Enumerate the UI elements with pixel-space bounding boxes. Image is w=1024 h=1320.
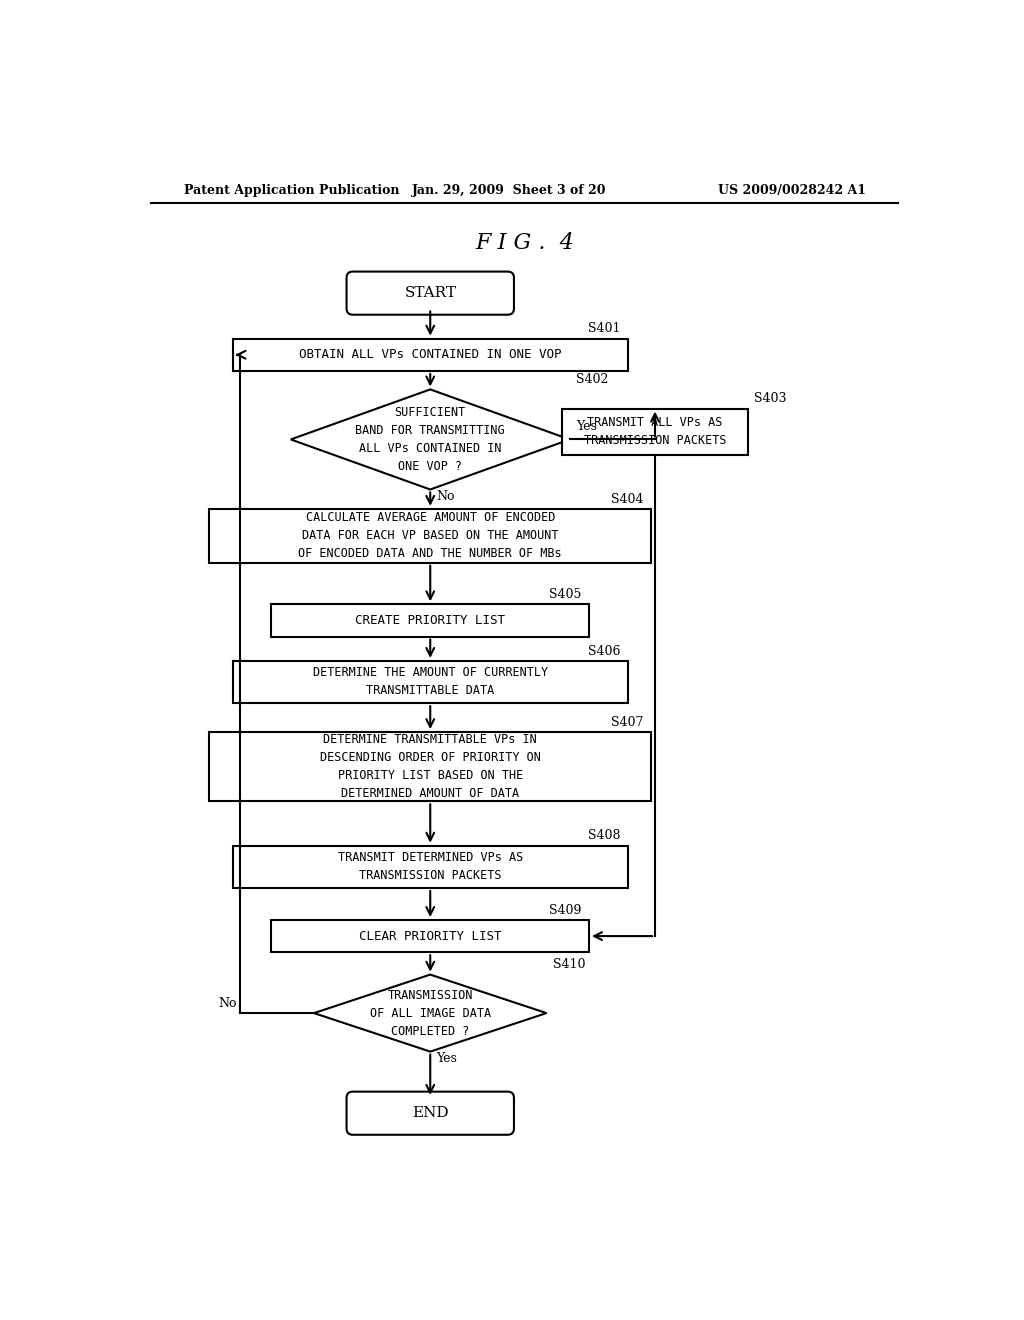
Text: SUFFICIENT
BAND FOR TRANSMITTING
ALL VPs CONTAINED IN
ONE VOP ?: SUFFICIENT BAND FOR TRANSMITTING ALL VPs… — [355, 407, 505, 473]
Bar — [271, 920, 589, 952]
Text: S409: S409 — [549, 904, 582, 917]
Bar — [232, 846, 628, 888]
FancyBboxPatch shape — [346, 272, 514, 314]
Text: S410: S410 — [553, 958, 585, 972]
Text: S401: S401 — [588, 322, 621, 335]
Bar — [562, 409, 748, 455]
Text: CLEAR PRIORITY LIST: CLEAR PRIORITY LIST — [359, 929, 502, 942]
Text: S404: S404 — [611, 492, 643, 506]
Text: F I G .  4: F I G . 4 — [475, 232, 574, 255]
Text: S405: S405 — [549, 589, 582, 601]
Text: Patent Application Publication: Patent Application Publication — [183, 185, 399, 197]
Text: S408: S408 — [588, 829, 621, 842]
Text: S403: S403 — [755, 392, 786, 405]
Bar — [209, 508, 651, 562]
Text: No: No — [436, 490, 455, 503]
Text: DETERMINE THE AMOUNT OF CURRENTLY
TRANSMITTABLE DATA: DETERMINE THE AMOUNT OF CURRENTLY TRANSM… — [312, 667, 548, 697]
Bar — [232, 661, 628, 704]
Text: TRANSMISSION
OF ALL IMAGE DATA
COMPLETED ?: TRANSMISSION OF ALL IMAGE DATA COMPLETED… — [370, 989, 490, 1038]
Text: TRANSMIT ALL VPs AS
TRANSMISSION PACKETS: TRANSMIT ALL VPs AS TRANSMISSION PACKETS — [584, 416, 726, 447]
Text: TRANSMIT DETERMINED VPs AS
TRANSMISSION PACKETS: TRANSMIT DETERMINED VPs AS TRANSMISSION … — [338, 851, 523, 882]
Text: Yes: Yes — [436, 1052, 458, 1065]
Bar — [232, 339, 628, 371]
Bar — [209, 733, 651, 801]
Text: S406: S406 — [588, 644, 621, 657]
Text: S402: S402 — [575, 374, 608, 387]
Polygon shape — [291, 389, 569, 490]
Text: START: START — [404, 286, 457, 300]
Text: DETERMINE TRANSMITTABLE VPs IN
DESCENDING ORDER OF PRIORITY ON
PRIORITY LIST BAS: DETERMINE TRANSMITTABLE VPs IN DESCENDIN… — [319, 733, 541, 800]
Polygon shape — [314, 974, 547, 1052]
Text: US 2009/0028242 A1: US 2009/0028242 A1 — [718, 185, 866, 197]
Text: No: No — [219, 997, 238, 1010]
Text: Jan. 29, 2009  Sheet 3 of 20: Jan. 29, 2009 Sheet 3 of 20 — [412, 185, 606, 197]
Text: OBTAIN ALL VPs CONTAINED IN ONE VOP: OBTAIN ALL VPs CONTAINED IN ONE VOP — [299, 348, 561, 362]
Text: S407: S407 — [611, 715, 643, 729]
Bar — [271, 605, 589, 636]
Text: Yes: Yes — [575, 420, 597, 433]
Text: CREATE PRIORITY LIST: CREATE PRIORITY LIST — [355, 614, 505, 627]
Text: CALCULATE AVERAGE AMOUNT OF ENCODED
DATA FOR EACH VP BASED ON THE AMOUNT
OF ENCO: CALCULATE AVERAGE AMOUNT OF ENCODED DATA… — [298, 511, 562, 560]
Text: END: END — [412, 1106, 449, 1121]
FancyBboxPatch shape — [346, 1092, 514, 1135]
